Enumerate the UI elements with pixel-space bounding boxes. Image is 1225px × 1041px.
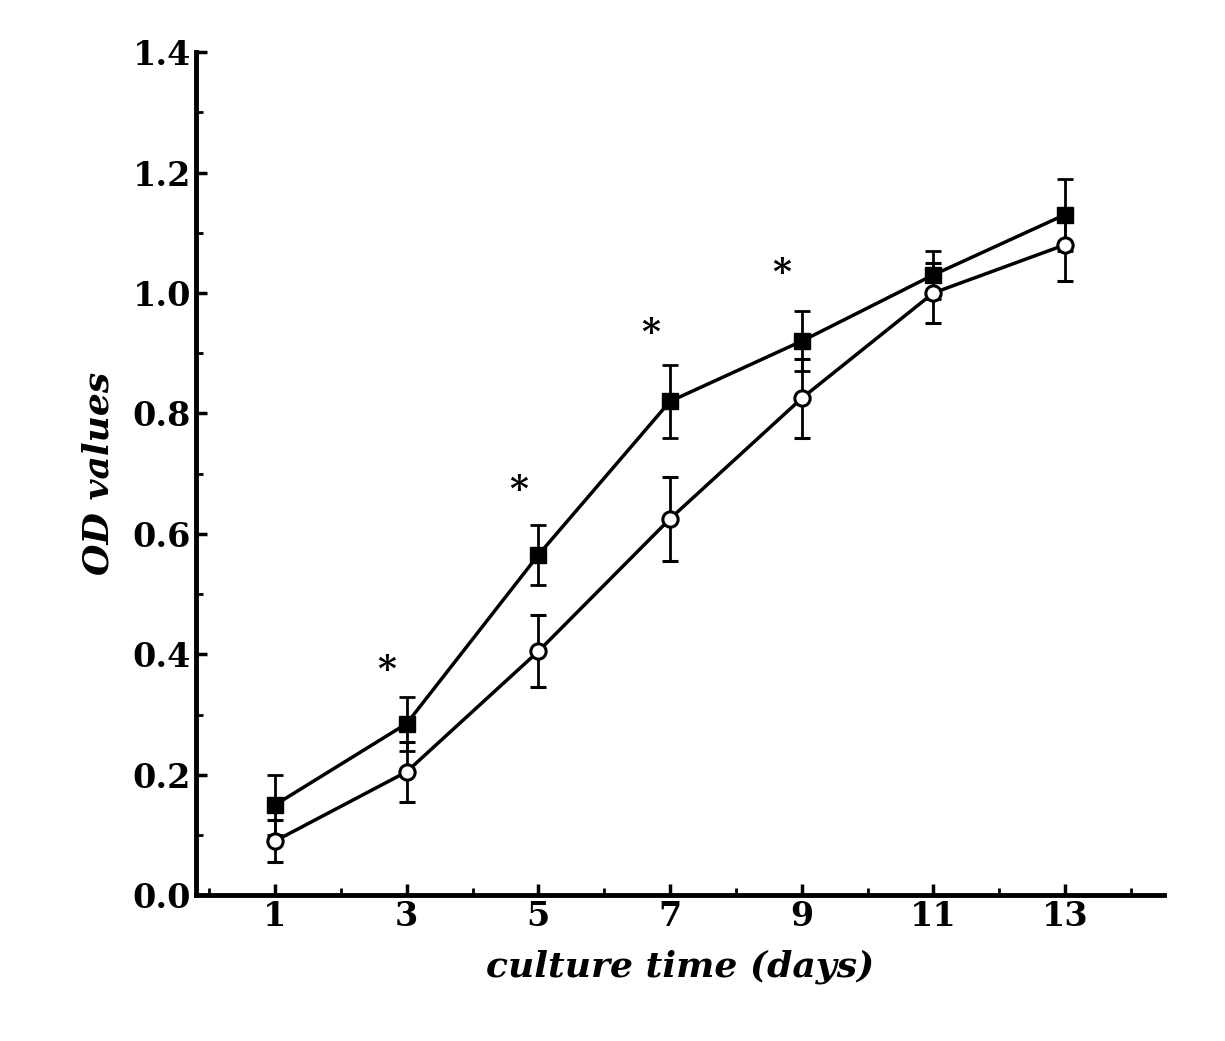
Text: *: *: [510, 473, 528, 507]
Y-axis label: OD values: OD values: [82, 372, 116, 576]
Text: *: *: [377, 654, 397, 687]
Text: *: *: [773, 256, 791, 290]
Text: *: *: [641, 316, 660, 350]
X-axis label: culture time (days): culture time (days): [486, 949, 873, 985]
